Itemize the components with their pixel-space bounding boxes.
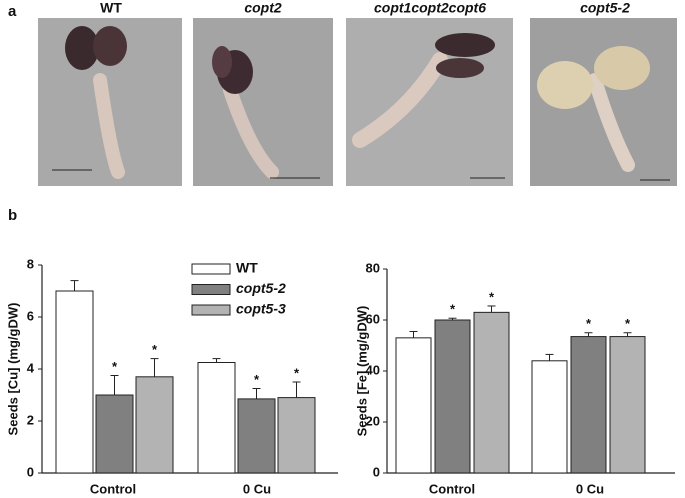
error-bar: [292, 381, 301, 398]
photo-caption: WT: [100, 0, 122, 16]
bar: [55, 290, 94, 474]
photo-caption: copt5-2: [580, 0, 630, 16]
significance-mark: *: [112, 359, 118, 374]
y-tick-label: 6: [27, 308, 34, 323]
error-bar: [70, 280, 79, 291]
photo-caption: copt1copt2copt6: [374, 0, 486, 16]
y-tick-label: 4: [27, 360, 35, 375]
error-bar: [252, 388, 261, 399]
significance-mark: *: [450, 302, 456, 317]
error-bar: [584, 332, 593, 337]
y-tick-label: 60: [366, 311, 380, 326]
photo: [193, 18, 333, 186]
bar: [237, 398, 276, 474]
error-bar: [623, 332, 632, 337]
significance-mark: *: [152, 342, 158, 357]
photo: [38, 18, 182, 186]
y-tick-label: 2: [27, 412, 34, 427]
y-tick-label: 20: [366, 413, 380, 428]
bar: [609, 336, 646, 474]
significance-mark: *: [625, 316, 631, 331]
legend-swatch: [191, 284, 231, 295]
legend-label: copt5-2: [236, 280, 286, 296]
photo: [530, 18, 677, 186]
bar: [531, 360, 568, 474]
error-bar: [448, 317, 457, 320]
panel-label: b: [8, 207, 17, 224]
bar: [95, 394, 134, 474]
significance-mark: *: [489, 289, 495, 304]
y-tick-label: 0: [27, 464, 34, 479]
bar: [197, 362, 236, 474]
y-tick-label: 0: [373, 464, 380, 479]
y-axis-label: Seeds [Fe] (mg/gDW): [354, 306, 369, 437]
bar: [473, 311, 510, 474]
x-tick-label: Control: [90, 481, 136, 496]
y-tick-label: 40: [366, 362, 380, 377]
y-tick-label: 80: [366, 260, 380, 275]
bar: [434, 319, 471, 474]
photo-caption: copt2: [244, 0, 282, 16]
x-tick-label: 0 Cu: [576, 481, 604, 496]
error-bar: [150, 358, 159, 377]
y-axis-label: Seeds [Cu] (mg/gDW): [5, 303, 20, 436]
error-bar: [212, 358, 221, 363]
error-bar: [409, 330, 418, 338]
legend-swatch: [191, 263, 231, 275]
x-tick-label: Control: [429, 481, 475, 496]
significance-mark: *: [294, 365, 300, 380]
legend-swatch: [191, 304, 231, 316]
significance-mark: *: [586, 316, 592, 331]
bar: [395, 337, 432, 474]
bar: [570, 336, 607, 474]
photo: [346, 18, 513, 186]
legend-label: copt5-3: [236, 301, 286, 317]
significance-mark: *: [254, 372, 260, 387]
x-tick-label: 0 Cu: [243, 481, 271, 496]
panel-label: a: [8, 3, 17, 20]
bar: [277, 397, 316, 474]
error-bar: [110, 375, 119, 395]
error-bar: [545, 353, 554, 361]
bar: [135, 376, 174, 474]
error-bar: [487, 305, 496, 313]
legend-label: WT: [236, 260, 258, 276]
y-tick-label: 8: [27, 256, 34, 271]
